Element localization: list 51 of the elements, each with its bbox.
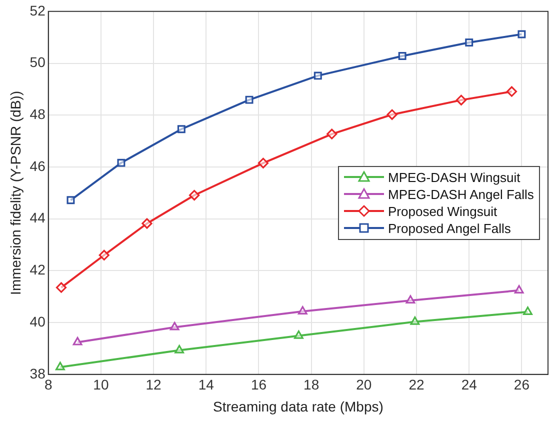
x-tick-label: 26	[514, 376, 530, 393]
x-tick-label: 14	[198, 376, 214, 393]
x-tick-label: 12	[146, 376, 162, 393]
point	[506, 86, 518, 97]
point	[298, 306, 308, 314]
y-tick-label: 44	[30, 210, 46, 226]
y-tick-label: 52	[30, 2, 46, 18]
point	[386, 109, 398, 120]
y-tick-label: 42	[30, 262, 46, 278]
x-tick-label: 18	[304, 376, 320, 393]
point	[523, 306, 532, 315]
point	[66, 196, 75, 204]
point	[72, 336, 82, 346]
point	[142, 218, 152, 229]
y-tick-label: 48	[30, 106, 46, 122]
point	[177, 125, 186, 134]
legend-label: Proposed Angel Falls	[388, 220, 511, 237]
x-tick-label: 10	[93, 376, 109, 393]
x-tick-label: 24	[461, 376, 478, 393]
point	[98, 250, 110, 260]
point	[258, 158, 269, 168]
point	[117, 158, 126, 167]
point	[294, 330, 304, 339]
x-tick-label: 22	[408, 376, 425, 393]
y-tick-label: 38	[30, 365, 46, 382]
point	[189, 190, 200, 201]
point	[170, 322, 180, 330]
point	[245, 96, 254, 104]
point	[456, 94, 467, 106]
y-axis-title: Immersion fidelity (Y-PSNR (dB))	[7, 90, 24, 295]
point	[406, 295, 416, 304]
y-tick-label: 40	[30, 313, 46, 330]
point	[410, 316, 420, 325]
point	[314, 72, 322, 80]
legend-label: Proposed Wingsuit	[388, 202, 498, 220]
point	[326, 128, 338, 140]
legend-label: MPEG-DASH Wingsuit	[388, 168, 520, 186]
point	[398, 52, 406, 60]
x-tick-label: 20	[356, 376, 372, 393]
point	[465, 38, 474, 46]
y-tick-label: 50	[30, 54, 46, 70]
point	[56, 282, 67, 293]
legend-label: MPEG-DASH Angel Falls	[388, 186, 534, 203]
x-tick-label: 8	[44, 376, 52, 393]
point	[514, 285, 524, 294]
x-tick-label: 16	[250, 376, 267, 393]
point	[518, 30, 526, 38]
x-axis-title: Streaming data rate (Mbps)	[212, 398, 384, 414]
y-tick-label: 46	[30, 158, 46, 174]
point	[56, 362, 65, 370]
point	[174, 344, 184, 354]
